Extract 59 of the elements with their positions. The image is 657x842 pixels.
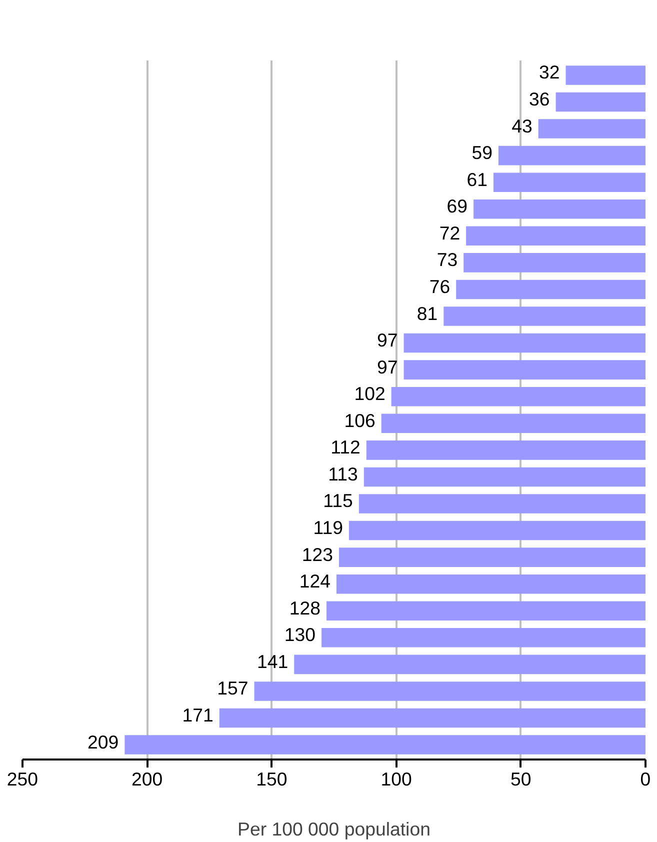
bar (444, 306, 646, 326)
bar (124, 735, 646, 754)
data-label: 76 (429, 276, 450, 297)
bar (538, 119, 646, 138)
bar (294, 654, 646, 674)
bar (254, 682, 646, 701)
data-label: 124 (299, 570, 331, 592)
data-label: 81 (416, 302, 438, 324)
x-tick-label: 50 (510, 768, 532, 790)
data-label: 97 (377, 330, 398, 351)
data-label: 209 (88, 731, 119, 752)
data-label: 141 (257, 650, 288, 672)
bar (348, 520, 646, 540)
bar (474, 199, 646, 219)
bar (391, 386, 646, 406)
bar (358, 494, 646, 514)
bar (338, 548, 646, 567)
x-tick-label: 100 (380, 768, 412, 790)
data-label: 115 (323, 490, 353, 512)
bar (404, 333, 646, 353)
data-label: 69 (446, 196, 468, 217)
data-label: 97 (377, 356, 398, 378)
data-label: 112 (330, 436, 360, 458)
bar (566, 66, 646, 85)
x-tick-label: 150 (256, 768, 288, 790)
x-tick-label: 200 (132, 768, 163, 790)
bar (556, 92, 646, 112)
bar (322, 628, 646, 648)
bar (466, 226, 646, 246)
data-label: 130 (284, 624, 316, 646)
bar (456, 280, 646, 300)
bar (493, 172, 646, 192)
data-label: 59 (472, 142, 492, 164)
x-tick-label: 0 (640, 768, 651, 790)
x-tick-label: 250 (6, 768, 38, 790)
x-axis-title: Per 100 000 population (238, 818, 430, 840)
data-label: 73 (436, 249, 458, 270)
data-label: 106 (344, 410, 376, 431)
bar (404, 360, 646, 380)
data-label: 128 (289, 597, 321, 618)
data-label: 171 (182, 704, 214, 726)
data-label: 157 (217, 678, 248, 699)
data-label: 123 (302, 544, 333, 565)
bar (464, 253, 646, 272)
bar (381, 414, 646, 434)
data-label: 113 (328, 463, 358, 484)
bar (498, 146, 646, 166)
bar (219, 708, 646, 728)
bar (366, 440, 646, 460)
data-label: 119 (313, 517, 343, 538)
data-label: 72 (439, 222, 460, 244)
data-label: 61 (466, 168, 488, 190)
data-label: 36 (529, 88, 550, 110)
bar (336, 574, 646, 594)
data-label: 43 (512, 115, 532, 136)
data-label: 32 (539, 62, 560, 83)
data-label: 102 (354, 383, 386, 404)
bar (326, 601, 646, 621)
bar (364, 467, 646, 487)
